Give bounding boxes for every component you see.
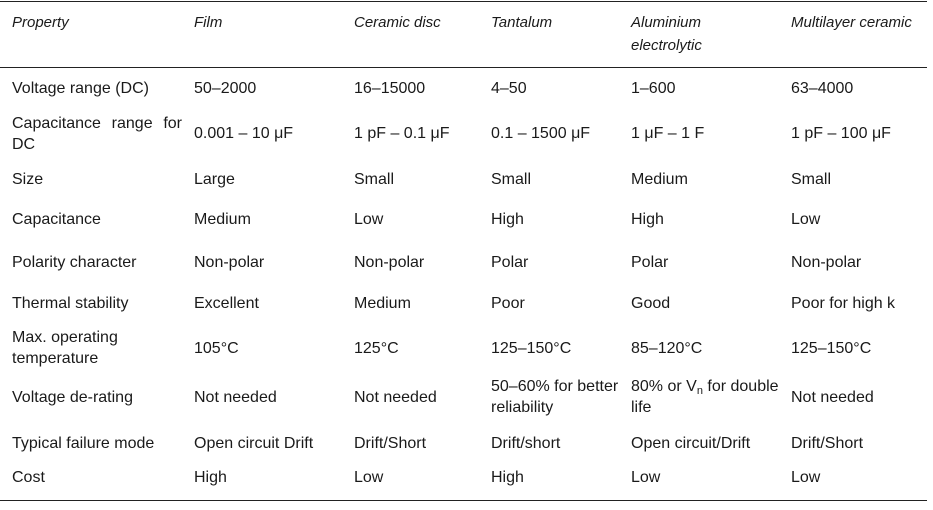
cell-caprange-aluminium: 1 μF – 1 F: [631, 125, 705, 142]
cell-thermal-tantalum: Poor: [491, 295, 525, 312]
row-label-capacitance-range: Capacitance range for DC: [12, 115, 182, 153]
row-label-cost: Cost: [12, 469, 45, 486]
cell-voltage-multilayer: 63–4000: [791, 80, 854, 97]
cell-size-ceramic-disc: Small: [354, 171, 395, 188]
cell-capacitance-aluminium: High: [631, 211, 664, 228]
cell-cost-ceramic-disc: Low: [354, 469, 384, 486]
cell-caprange-ceramic-disc: 1 pF – 0.1 μF: [354, 125, 450, 142]
cell-failure-ceramic-disc: Drift/Short: [354, 435, 427, 452]
cell-polarity-aluminium: Polar: [631, 254, 669, 271]
cell-maxtemp-aluminium: 85–120°C: [631, 340, 703, 357]
cell-cost-tantalum: High: [491, 469, 524, 486]
derating-aluminium-suffix: for double: [702, 378, 779, 395]
cell-failure-aluminium: Open circuit/Drift: [631, 435, 751, 452]
header-property: Property: [12, 14, 69, 31]
cell-voltage-film: 50–2000: [194, 80, 257, 97]
cell-polarity-tantalum: Polar: [491, 254, 529, 271]
cell-maxtemp-ceramic-disc: 125°C: [354, 340, 399, 357]
cell-derating-ceramic-disc: Not needed: [354, 389, 437, 406]
cell-polarity-film: Non-polar: [194, 254, 265, 271]
cell-maxtemp-multilayer: 125–150°C: [791, 340, 872, 357]
cell-voltage-ceramic-disc: 16–15000: [354, 80, 426, 97]
cell-thermal-ceramic-disc: Medium: [354, 295, 411, 312]
cell-maxtemp-tantalum: 125–150°C: [491, 340, 572, 357]
cell-cost-multilayer: Low: [791, 469, 821, 486]
cell-thermal-multilayer: Poor for high k: [791, 295, 896, 312]
derating-aluminium-line2: life: [631, 399, 652, 416]
cell-polarity-multilayer: Non-polar: [791, 254, 862, 271]
row-label-max-temperature: Max. operating temperature: [12, 329, 118, 367]
cell-size-multilayer: Small: [791, 171, 832, 188]
cell-caprange-tantalum: 0.1 – 1500 μF: [491, 125, 591, 142]
cell-failure-film: Open circuit Drift: [194, 435, 314, 452]
cell-failure-multilayer: Drift/Short: [791, 435, 864, 452]
cell-capacitance-multilayer: Low: [791, 211, 821, 228]
cell-size-tantalum: Small: [491, 171, 532, 188]
header-multilayer-ceramic: Multilayer ceramic: [791, 14, 912, 31]
cell-capacitance-tantalum: High: [491, 211, 524, 228]
cell-size-aluminium: Medium: [631, 171, 688, 188]
cell-derating-film: Not needed: [194, 389, 277, 406]
row-label-failure-mode: Typical failure mode: [12, 435, 155, 452]
row-label-voltage-range: Voltage range (DC): [12, 80, 149, 97]
row-label-thermal-stability: Thermal stability: [12, 295, 129, 312]
cell-maxtemp-film: 105°C: [194, 340, 239, 357]
cell-derating-aluminium: 80% or Vn for double life: [631, 376, 779, 418]
cell-thermal-film: Excellent: [194, 295, 259, 312]
cell-derating-multilayer: Not needed: [791, 389, 874, 406]
row-label-polarity: Polarity character: [12, 254, 137, 271]
header-ceramic-disc: Ceramic disc: [354, 14, 441, 31]
cell-caprange-film: 0.001 – 10 μF: [194, 125, 294, 142]
cell-polarity-ceramic-disc: Non-polar: [354, 254, 425, 271]
cell-capacitance-film: Medium: [194, 211, 251, 228]
row-label-voltage-derating: Voltage de-rating: [12, 389, 133, 406]
header-tantalum: Tantalum: [491, 14, 553, 31]
cell-cost-film: High: [194, 469, 227, 486]
row-label-capacitance: Capacitance: [12, 211, 101, 228]
header-aluminium-electrolytic: Aluminium electrolytic: [631, 14, 702, 54]
row-label-size: Size: [12, 171, 44, 188]
cell-derating-tantalum: 50–60% for better reliability: [491, 378, 619, 416]
cell-cost-aluminium: Low: [631, 469, 661, 486]
cell-voltage-aluminium: 1–600: [631, 80, 676, 97]
cell-size-film: Large: [194, 171, 235, 188]
derating-aluminium-prefix: 80% or V: [631, 378, 697, 395]
cell-capacitance-ceramic-disc: Low: [354, 211, 384, 228]
table-header-rule: [0, 67, 927, 68]
cell-caprange-multilayer: 1 pF – 100 μF: [791, 125, 891, 142]
table-top-rule: [0, 1, 927, 2]
cell-failure-tantalum: Drift/short: [491, 435, 561, 452]
header-film: Film: [194, 14, 223, 31]
cell-thermal-aluminium: Good: [631, 295, 671, 312]
table-bottom-rule: [0, 500, 927, 501]
cell-voltage-tantalum: 4–50: [491, 80, 527, 97]
derating-aluminium-subscript: n: [696, 385, 703, 397]
